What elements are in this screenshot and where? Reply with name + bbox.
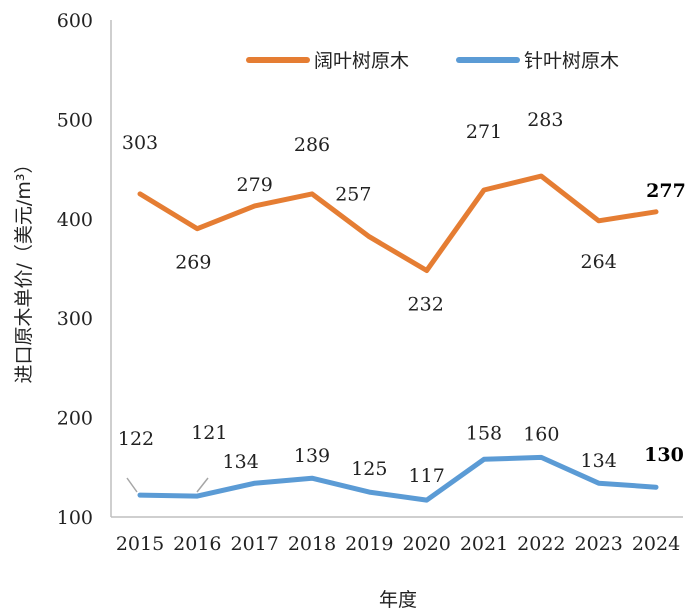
series-lines [137,173,659,503]
data-label-hardwood-2017: 279 [237,174,273,196]
data-label-hardwood-2024: 277 [646,180,686,202]
data-label-softwood-2021: 158 [466,422,502,444]
data-label-softwood-2017: 134 [223,451,259,473]
y-axis-title: 进口原木单价/（美元/m³） [13,155,35,384]
x-axis-title: 年度 [379,589,417,611]
x-tick-label-2015: 2015 [116,533,164,555]
x-tick-label-2019: 2019 [345,533,393,555]
x-tick-label-2018: 2018 [288,533,336,555]
legend-label-hardwood: 阔叶树原木 [314,50,409,72]
data-label-hardwood-2016: 269 [175,252,211,274]
data-label-hardwood-2019: 257 [335,184,371,206]
y-tick-label-200: 200 [57,408,93,430]
x-tick-labels: 2015 2016 2017 2018 2019 2020 2021 2022 2023 2024 [116,533,680,555]
leader-lines [126,477,209,493]
data-label-softwood-2024: 130 [644,444,684,466]
data-label-softwood-2015: 122 [118,428,154,450]
x-tick-label-2021: 2021 [460,533,508,555]
data-label-hardwood-2022: 283 [527,109,563,131]
data-label-softwood-2022: 160 [523,423,559,445]
y-tick-labels: 100 200 300 400 500 600 [57,10,93,529]
x-tick-label-2023: 2023 [574,533,622,555]
axes [110,20,683,518]
y-tick-label-100: 100 [57,507,93,529]
data-label-softwood-2020: 117 [409,465,445,487]
data-label-hardwood-2023: 264 [581,251,617,273]
series-line-softwood [137,454,659,503]
x-tick-label-2022: 2022 [517,533,565,555]
data-label-hardwood-2015: 303 [122,132,158,154]
data-label-softwood-2023: 134 [581,450,617,472]
x-tick-label-2016: 2016 [173,533,221,555]
data-labels: 303 269 279 286 257 232 271 283 264 277 122 121 134 1… [118,109,686,487]
data-label-hardwood-2020: 232 [408,293,444,315]
y-tick-label-400: 400 [57,209,93,231]
series-line-hardwood [137,173,659,273]
data-label-hardwood-2021: 271 [466,121,502,143]
data-label-softwood-2016: 121 [191,422,227,444]
data-label-softwood-2019: 125 [351,458,387,480]
y-tick-label-600: 600 [57,10,93,32]
leader-line-2016 [196,477,209,493]
data-label-hardwood-2018: 286 [294,134,330,156]
x-tick-label-2017: 2017 [230,533,278,555]
x-tick-label-2020: 2020 [402,533,450,555]
x-tick-label-2024: 2024 [632,533,680,555]
y-tick-label-500: 500 [57,109,93,131]
data-label-softwood-2018: 139 [294,445,330,467]
y-tick-label-300: 300 [57,308,93,330]
legend-label-softwood: 针叶树原木 [524,50,619,72]
legend: 阔叶树原木 针叶树原木 [246,50,619,72]
leader-line-2015 [126,477,138,493]
